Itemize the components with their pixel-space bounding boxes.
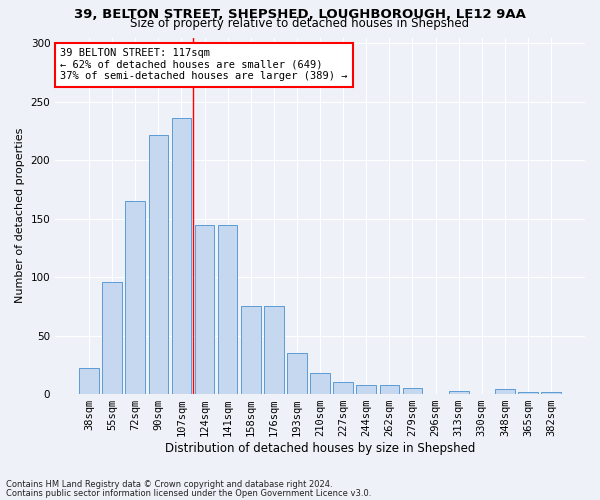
Bar — [241, 306, 260, 394]
Bar — [380, 384, 399, 394]
Bar — [287, 353, 307, 394]
Bar — [356, 384, 376, 394]
Bar — [125, 201, 145, 394]
Bar — [334, 382, 353, 394]
Bar — [103, 282, 122, 394]
Bar — [403, 388, 422, 394]
Bar — [172, 118, 191, 394]
X-axis label: Distribution of detached houses by size in Shepshed: Distribution of detached houses by size … — [165, 442, 475, 455]
Bar — [541, 392, 561, 394]
Bar — [449, 390, 469, 394]
Bar — [310, 373, 330, 394]
Bar — [79, 368, 99, 394]
Bar — [495, 390, 515, 394]
Y-axis label: Number of detached properties: Number of detached properties — [15, 128, 25, 304]
Text: Contains HM Land Registry data © Crown copyright and database right 2024.: Contains HM Land Registry data © Crown c… — [6, 480, 332, 489]
Bar — [195, 224, 214, 394]
Bar — [218, 224, 238, 394]
Bar — [518, 392, 538, 394]
Text: Contains public sector information licensed under the Open Government Licence v3: Contains public sector information licen… — [6, 488, 371, 498]
Bar — [264, 306, 284, 394]
Text: 39 BELTON STREET: 117sqm
← 62% of detached houses are smaller (649)
37% of semi-: 39 BELTON STREET: 117sqm ← 62% of detach… — [61, 48, 348, 82]
Text: Size of property relative to detached houses in Shepshed: Size of property relative to detached ho… — [130, 18, 470, 30]
Bar — [149, 134, 168, 394]
Text: 39, BELTON STREET, SHEPSHED, LOUGHBOROUGH, LE12 9AA: 39, BELTON STREET, SHEPSHED, LOUGHBOROUG… — [74, 8, 526, 20]
